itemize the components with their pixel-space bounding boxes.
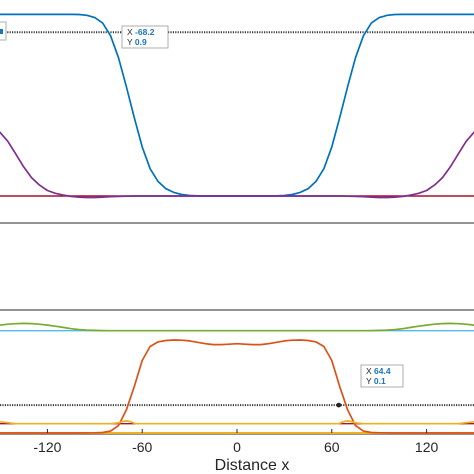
- svg-text:X 64.4: X 64.4: [366, 366, 391, 376]
- svg-text:Y 0.1: Y 0.1: [366, 376, 386, 386]
- bottom-datatip-x-value: 64.4: [374, 366, 391, 376]
- top-datatip-x-value: -68.2: [135, 27, 155, 37]
- top-annotation-layer: X -68.2 Y 0.9: [0, 21, 169, 49]
- bottom-datatip-marker-0[interactable]: [336, 402, 342, 408]
- bottom-annotation-layer: X 64.4 Y 0.1: [360, 364, 404, 388]
- bottom-datatip-box: [360, 364, 404, 388]
- x-tick-label-0: -120: [33, 439, 61, 455]
- top-cutoff-datatip: [0, 21, 7, 41]
- x-tick-label-2: 0: [233, 439, 241, 455]
- bottom-x-ticks: -120 -60 0 60 120: [33, 429, 438, 455]
- bottom-datatip-x-key: X: [366, 366, 372, 376]
- bottom-series-line-2: [0, 420, 474, 425]
- top-series-line-1: [0, 131, 474, 199]
- top-series-layer: [0, 13, 474, 199]
- top-panel-frame: [0, 0, 474, 224]
- bottom-series-line-1: [0, 322, 474, 332]
- top-datatip[interactable]: X -68.2 Y 0.9: [121, 25, 169, 49]
- bottom-datatip[interactable]: X 64.4 Y 0.1: [360, 364, 404, 388]
- x-axis-label: Distance x: [215, 457, 290, 474]
- x-tick-label-1: -60: [132, 439, 152, 455]
- top-datatip-x-key: X: [127, 27, 133, 37]
- top-datatip-y-key: Y: [127, 37, 133, 47]
- bottom-datatip-y-value: 0.1: [374, 376, 386, 386]
- bottom-series-line-0: [0, 339, 474, 434]
- top-panel: X -68.2 Y 0.9: [0, 0, 474, 224]
- top-cutoff-datatip-text-fragment: [0, 29, 3, 34]
- top-datatip-box: [121, 25, 169, 49]
- bottom-datatip-y-key: Y: [366, 376, 372, 386]
- x-tick-label-4: 120: [415, 439, 439, 455]
- svg-text:X -68.2: X -68.2: [127, 27, 155, 37]
- svg-text:Y 0.9: Y 0.9: [127, 37, 147, 47]
- bottom-panel: X 64.4 Y 0.1 -120 -60 0 60 120 Distance x: [0, 309, 474, 474]
- x-tick-label-3: 60: [324, 439, 340, 455]
- top-datatip-y-value: 0.9: [135, 37, 147, 47]
